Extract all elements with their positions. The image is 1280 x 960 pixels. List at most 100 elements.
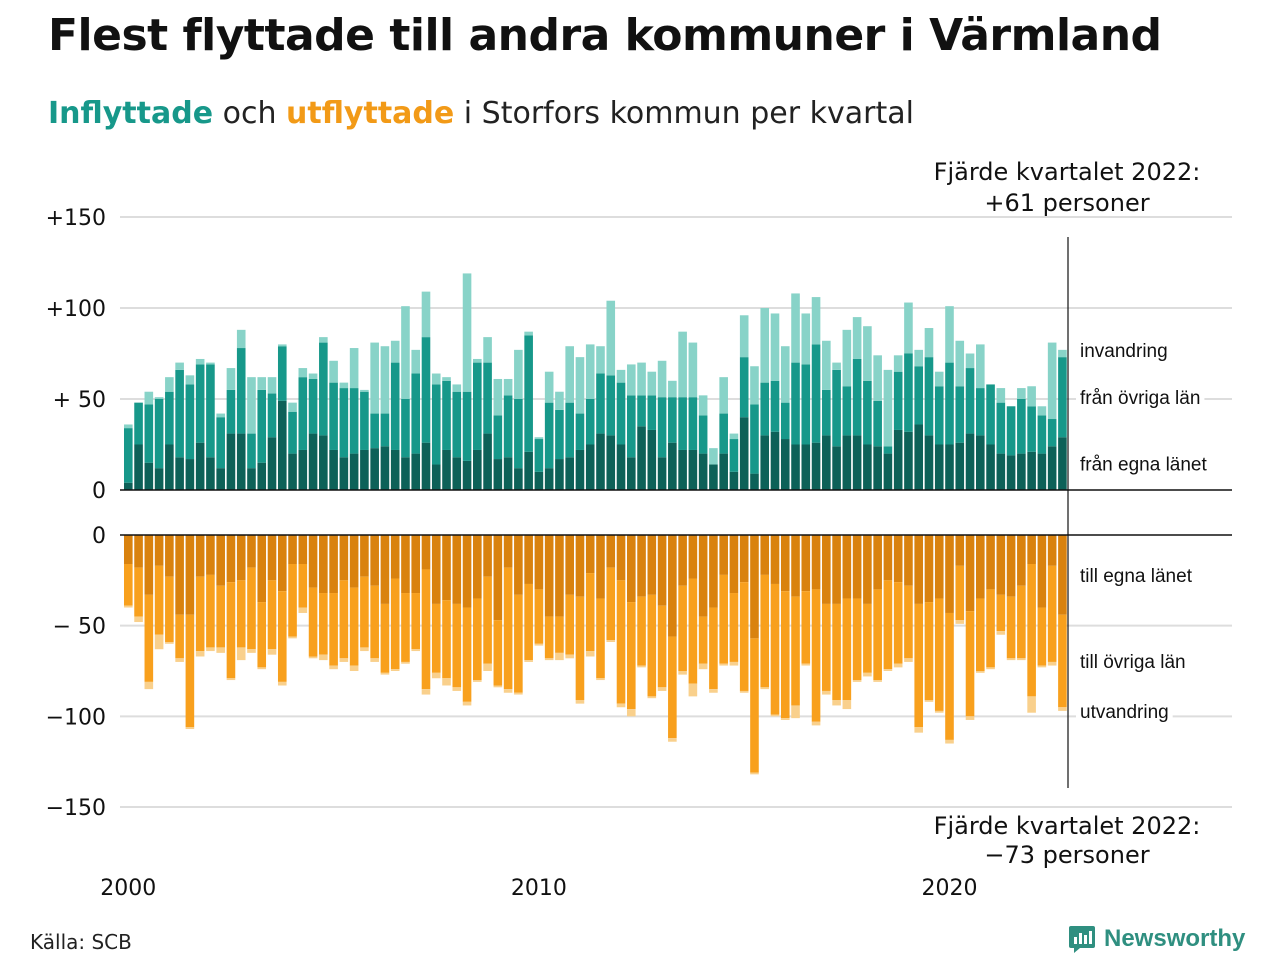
bar-in-own-county bbox=[986, 444, 995, 490]
bar-in-other-counties bbox=[924, 357, 934, 436]
newsworthy-logo: Newsworthy bbox=[1068, 924, 1245, 954]
bar-out-other-counties bbox=[842, 598, 852, 701]
bar-in-own-county bbox=[175, 457, 184, 490]
bar-in-immigration bbox=[503, 378, 513, 396]
bar-in-other-counties bbox=[298, 377, 308, 450]
bar-in-immigration bbox=[1037, 406, 1047, 416]
bar-out-other-counties bbox=[688, 578, 698, 684]
bar-in-other-counties bbox=[986, 384, 995, 445]
bar-out-emigration bbox=[421, 689, 431, 695]
bar-in-immigration bbox=[277, 344, 287, 347]
bar-in-own-county bbox=[216, 468, 225, 490]
bar-out-own-county bbox=[493, 535, 503, 621]
bar-in-immigration bbox=[544, 371, 554, 403]
bar-in-immigration bbox=[1058, 349, 1067, 358]
bar-in-other-counties bbox=[585, 399, 595, 445]
bar-out-own-county bbox=[965, 535, 975, 612]
bar-in-immigration bbox=[308, 373, 318, 379]
bar-out-other-counties bbox=[822, 603, 831, 691]
bar-in-other-counties bbox=[688, 397, 698, 450]
bar-in-own-county bbox=[380, 446, 390, 490]
bar-in-other-counties bbox=[401, 399, 410, 458]
bar-out-own-county bbox=[780, 535, 790, 592]
bar-out-own-county bbox=[555, 535, 564, 617]
bar-in-own-county bbox=[257, 462, 267, 490]
bar-out-own-county bbox=[534, 535, 544, 590]
bar-in-other-counties bbox=[904, 353, 913, 432]
y-tick-top: + 50 bbox=[53, 388, 106, 413]
bar-out-emigration bbox=[688, 683, 698, 697]
bar-out-other-counties bbox=[986, 589, 995, 668]
bar-out-own-county bbox=[647, 535, 657, 595]
bar-out-other-counties bbox=[760, 574, 770, 688]
bar-out-own-county bbox=[144, 535, 154, 595]
bar-out-other-counties bbox=[319, 593, 328, 655]
bar-out-emigration bbox=[739, 690, 749, 693]
bar-out-other-counties bbox=[791, 596, 800, 706]
bar-in-own-county bbox=[904, 431, 913, 490]
bar-in-immigration bbox=[739, 315, 749, 358]
bar-out-other-counties bbox=[514, 594, 523, 693]
y-tick-top: 0 bbox=[92, 479, 106, 504]
bar-in-other-counties bbox=[319, 342, 328, 436]
bar-out-emigration bbox=[565, 654, 574, 659]
bar-out-emigration bbox=[298, 607, 308, 613]
bar-in-own-county bbox=[503, 457, 513, 490]
bar-in-immigration bbox=[657, 360, 667, 398]
bar-out-other-counties bbox=[247, 567, 256, 650]
bar-in-own-county bbox=[1017, 453, 1026, 490]
bar-in-own-county bbox=[811, 442, 821, 490]
bar-out-own-county bbox=[668, 535, 677, 637]
bar-out-own-county bbox=[883, 535, 893, 581]
bar-out-own-county bbox=[206, 535, 215, 575]
bar-in-immigration bbox=[719, 377, 728, 414]
bar-in-own-county bbox=[401, 457, 410, 490]
bar-in-immigration bbox=[247, 377, 256, 434]
bar-in-other-counties bbox=[1047, 419, 1057, 447]
bar-out-own-county bbox=[452, 535, 462, 604]
bar-in-other-counties bbox=[637, 395, 646, 427]
bar-in-other-counties bbox=[596, 373, 605, 434]
bar-out-emigration bbox=[452, 687, 462, 691]
bar-in-other-counties bbox=[134, 402, 143, 445]
bar-in-own-county bbox=[637, 426, 646, 490]
bar-out-other-counties bbox=[175, 614, 184, 659]
bar-in-immigration bbox=[965, 353, 975, 369]
bar-out-emigration bbox=[226, 678, 236, 681]
bar-in-immigration bbox=[226, 368, 236, 390]
bar-out-emigration bbox=[411, 649, 421, 652]
bar-out-emigration bbox=[719, 663, 728, 666]
bar-in-other-counties bbox=[1006, 406, 1016, 456]
bar-out-other-counties bbox=[380, 603, 390, 673]
bar-out-other-counties bbox=[719, 574, 728, 664]
bar-in-own-county bbox=[134, 444, 143, 490]
bar-out-other-counties bbox=[442, 600, 451, 679]
bar-out-own-county bbox=[124, 535, 133, 565]
bar-in-immigration bbox=[124, 424, 133, 429]
bar-in-own-county bbox=[1047, 446, 1057, 490]
bar-in-other-counties bbox=[1037, 415, 1047, 454]
bar-in-other-counties bbox=[288, 411, 297, 454]
label-till-ovriga-lan: till övriga län bbox=[1080, 652, 1186, 673]
bar-out-own-county bbox=[421, 535, 431, 570]
bar-out-own-county bbox=[996, 535, 1006, 595]
bar-out-own-county bbox=[544, 535, 554, 617]
bar-out-other-counties bbox=[1027, 564, 1036, 697]
bar-in-immigration bbox=[442, 377, 451, 381]
label-invandring: invandring bbox=[1080, 341, 1168, 362]
bar-in-immigration bbox=[298, 368, 308, 378]
bar-out-own-county bbox=[585, 535, 595, 574]
bar-out-other-counties bbox=[236, 580, 246, 648]
bar-out-emigration bbox=[934, 710, 944, 713]
label-fran-ovriga-lan: från övriga län bbox=[1080, 388, 1200, 409]
bar-out-other-counties bbox=[165, 576, 174, 642]
bar-out-other-counties bbox=[390, 578, 400, 670]
bar-out-own-county bbox=[431, 535, 441, 604]
bar-in-other-counties bbox=[873, 400, 882, 447]
bar-out-other-counties bbox=[934, 598, 944, 711]
bar-in-other-counties bbox=[575, 413, 585, 450]
bar-in-own-county bbox=[565, 457, 574, 490]
bar-in-immigration bbox=[760, 308, 770, 383]
bar-out-emigration bbox=[575, 700, 585, 704]
